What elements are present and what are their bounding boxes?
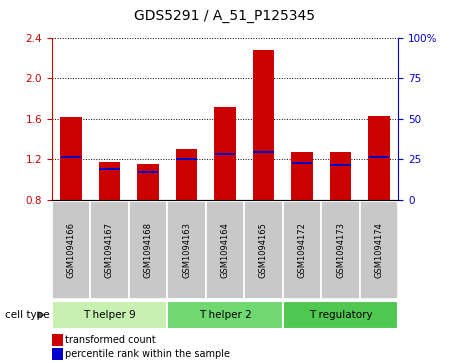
Bar xyxy=(253,151,274,153)
Text: cell type: cell type xyxy=(5,310,50,320)
Text: GSM1094164: GSM1094164 xyxy=(220,223,230,278)
Text: T helper 9: T helper 9 xyxy=(83,310,136,320)
Bar xyxy=(176,158,197,160)
Bar xyxy=(360,201,398,299)
Bar xyxy=(206,201,244,299)
Bar xyxy=(52,301,167,329)
Bar xyxy=(167,301,283,329)
Bar xyxy=(330,152,351,200)
Bar xyxy=(215,153,235,155)
Bar xyxy=(99,168,120,170)
Bar xyxy=(283,301,398,329)
Text: GSM1094173: GSM1094173 xyxy=(336,223,345,278)
Text: GSM1094174: GSM1094174 xyxy=(374,223,383,278)
Text: GSM1094166: GSM1094166 xyxy=(67,223,76,278)
Bar xyxy=(99,162,120,200)
Bar xyxy=(90,201,129,299)
Bar xyxy=(137,164,158,200)
Text: GSM1094172: GSM1094172 xyxy=(297,223,306,278)
Bar xyxy=(292,162,312,164)
Bar xyxy=(129,201,167,299)
Bar xyxy=(176,149,197,200)
Bar xyxy=(61,156,81,158)
Text: GSM1094168: GSM1094168 xyxy=(144,223,153,278)
Bar xyxy=(214,107,236,200)
Bar xyxy=(244,201,283,299)
Bar xyxy=(52,334,63,346)
Bar xyxy=(369,156,389,158)
Bar xyxy=(292,152,313,200)
Text: GDS5291 / A_51_P125345: GDS5291 / A_51_P125345 xyxy=(135,9,315,23)
Bar xyxy=(321,201,360,299)
Bar xyxy=(330,164,351,166)
Bar xyxy=(52,348,63,360)
Bar xyxy=(60,117,81,200)
Bar xyxy=(138,171,158,173)
Bar xyxy=(167,201,206,299)
Text: GSM1094167: GSM1094167 xyxy=(105,223,114,278)
Bar xyxy=(369,116,390,200)
Text: transformed count: transformed count xyxy=(65,335,156,345)
Text: GSM1094163: GSM1094163 xyxy=(182,223,191,278)
Bar xyxy=(253,50,274,200)
Text: percentile rank within the sample: percentile rank within the sample xyxy=(65,349,230,359)
Text: T regulatory: T regulatory xyxy=(309,310,372,320)
Bar xyxy=(52,201,90,299)
Text: T helper 2: T helper 2 xyxy=(198,310,252,320)
Text: GSM1094165: GSM1094165 xyxy=(259,223,268,278)
Bar xyxy=(283,201,321,299)
